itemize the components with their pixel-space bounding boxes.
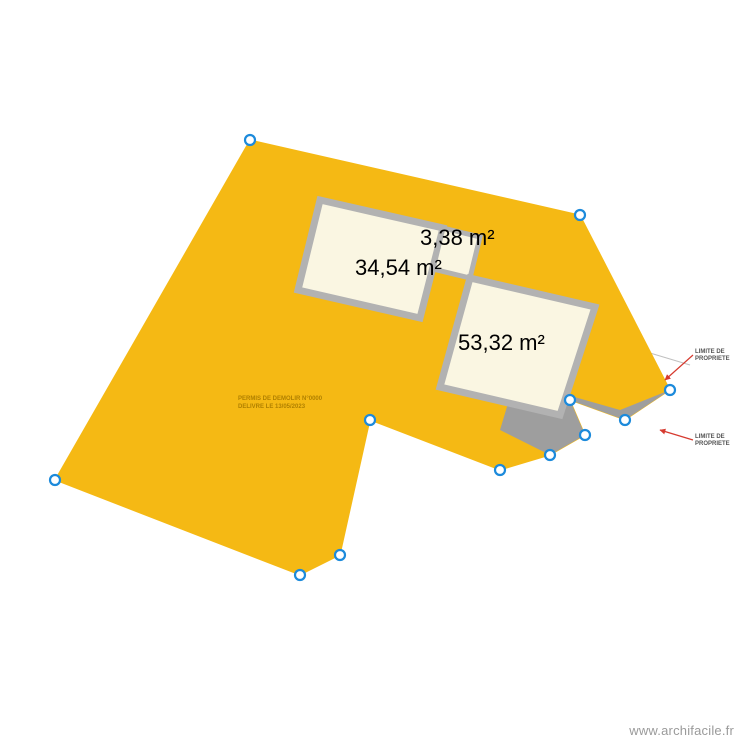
vertex-handle[interactable] [365, 415, 375, 425]
vertex-handle[interactable] [245, 135, 255, 145]
property-limit-label: PROPRIETE [695, 356, 730, 362]
property-limit-label: LIMITE DE [695, 349, 725, 355]
vertex-handle[interactable] [620, 415, 630, 425]
vertex-handle[interactable] [335, 550, 345, 560]
property-limit-arrow [660, 430, 693, 440]
room-a-area-label: 34,54 m² [355, 255, 442, 280]
vertex-handle[interactable] [580, 430, 590, 440]
vertex-handle[interactable] [295, 570, 305, 580]
floorplan-canvas: 34,54 m² 3,38 m² 53,32 m² PERMIS DE DEMOLI… [0, 0, 750, 750]
permit-line1: PERMIS DE DEMOLIR N°0000 [238, 396, 323, 402]
vertex-handle[interactable] [545, 450, 555, 460]
vertex-handle[interactable] [50, 475, 60, 485]
vertex-handle[interactable] [575, 210, 585, 220]
vertex-handle[interactable] [665, 385, 675, 395]
property-limit-label: LIMITE DE [695, 434, 725, 440]
room-c-area-label: 53,32 m² [458, 330, 545, 355]
vertex-handle[interactable] [565, 395, 575, 405]
vertex-handle[interactable] [495, 465, 505, 475]
property-limit-label: PROPRIETE [695, 441, 730, 447]
watermark-link[interactable]: www.archifacile.fr [629, 723, 734, 738]
permit-line2: DELIVRE LE 13/05/2023 [238, 404, 306, 410]
room-b-area-label: 3,38 m² [420, 225, 495, 250]
